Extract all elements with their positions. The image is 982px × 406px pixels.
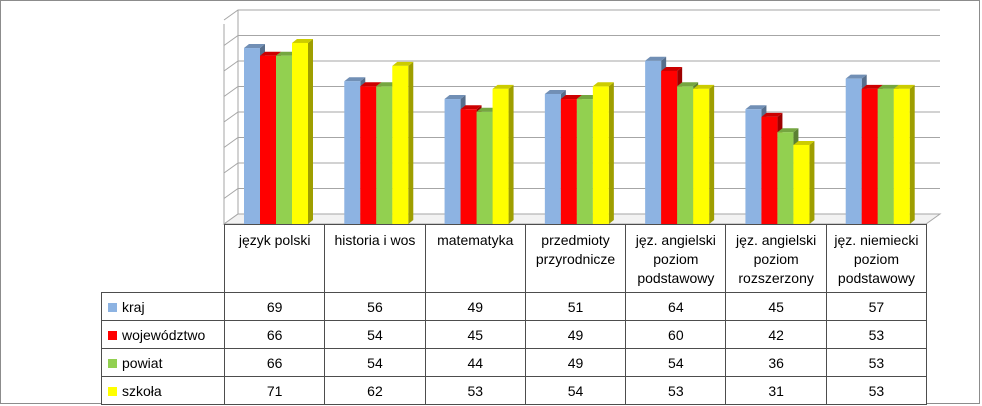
legend-swatch [108, 358, 117, 368]
bar-szkoła-6 [793, 140, 815, 224]
data-value: 49 [524, 348, 627, 377]
bar-szkoła-3 [492, 84, 514, 224]
gridline [223, 60, 940, 72]
bars [244, 38, 915, 225]
data-value: 64 [625, 292, 727, 321]
category-label: jęz. angielski poziom podstawowy [625, 224, 727, 293]
data-value: 53 [625, 376, 727, 405]
table-corner [101, 224, 225, 293]
data-value: 45 [725, 292, 827, 321]
legend-entry: województwo [101, 320, 225, 349]
data-value: 60 [625, 320, 727, 349]
data-value: 54 [625, 348, 727, 377]
data-value: 53 [825, 320, 928, 349]
category-label: jęz. angielski poziom rozszerzony [725, 224, 827, 293]
data-value: 44 [424, 348, 526, 377]
bar-szkoła-7 [893, 84, 915, 224]
bar-szkoła-2 [392, 61, 414, 225]
data-value: 53 [424, 376, 526, 405]
category-label: język polski [223, 224, 326, 293]
data-value: 57 [825, 292, 928, 321]
series-name: powiat [122, 354, 163, 371]
series-name: kraj [122, 298, 145, 315]
data-value: 49 [524, 320, 627, 349]
legend-swatch [108, 330, 117, 340]
data-value: 54 [324, 320, 426, 349]
data-value: 71 [223, 376, 326, 405]
legend-swatch [108, 386, 117, 396]
data-value: 66 [223, 320, 326, 349]
legend-entry: kraj [101, 292, 225, 321]
data-value: 42 [725, 320, 827, 349]
data-value: 69 [223, 292, 326, 321]
table-row: województwo 66 54 45 49 60 42 53 [101, 320, 928, 349]
table-header-row: język polski historia i wos matematyka prze… [101, 224, 928, 293]
bar-szkoła-5 [693, 84, 715, 224]
data-value: 54 [324, 348, 426, 377]
table-row: kraj 69 56 49 51 64 45 57 [101, 292, 928, 321]
data-value: 36 [725, 348, 827, 377]
category-label: historia i wos [324, 224, 426, 293]
legend-entry: powiat [101, 348, 225, 377]
data-value: 54 [524, 376, 627, 405]
gridline [223, 35, 940, 46]
series-name: szkoła [122, 382, 162, 399]
category-label: matematyka [424, 224, 526, 293]
legend-entry: szkoła [101, 376, 225, 405]
data-value: 45 [424, 320, 526, 349]
data-value: 53 [825, 376, 928, 405]
bar-szkoła-4 [592, 82, 614, 224]
table-row: powiat 66 54 44 49 54 36 53 [101, 348, 928, 377]
data-value: 49 [424, 292, 526, 321]
legend-swatch [108, 302, 117, 312]
data-value: 51 [524, 292, 627, 321]
category-label: przedmioty przyrodnicze [524, 224, 627, 293]
gridline [223, 86, 940, 97]
table-row: szkoła 71 62 53 54 53 31 53 [101, 376, 928, 405]
category-label: jęz. niemiecki poziom podstawowy [825, 224, 928, 293]
data-table: język polski historia i wos matematyka prze… [101, 224, 928, 405]
gridline [223, 9, 940, 21]
data-value: 62 [324, 376, 426, 405]
series-name: województwo [122, 326, 206, 343]
data-value: 66 [223, 348, 326, 377]
data-value: 31 [725, 376, 827, 405]
data-value: 56 [324, 292, 426, 321]
bar-szkoła-1 [292, 38, 313, 225]
data-value: 53 [825, 348, 928, 377]
